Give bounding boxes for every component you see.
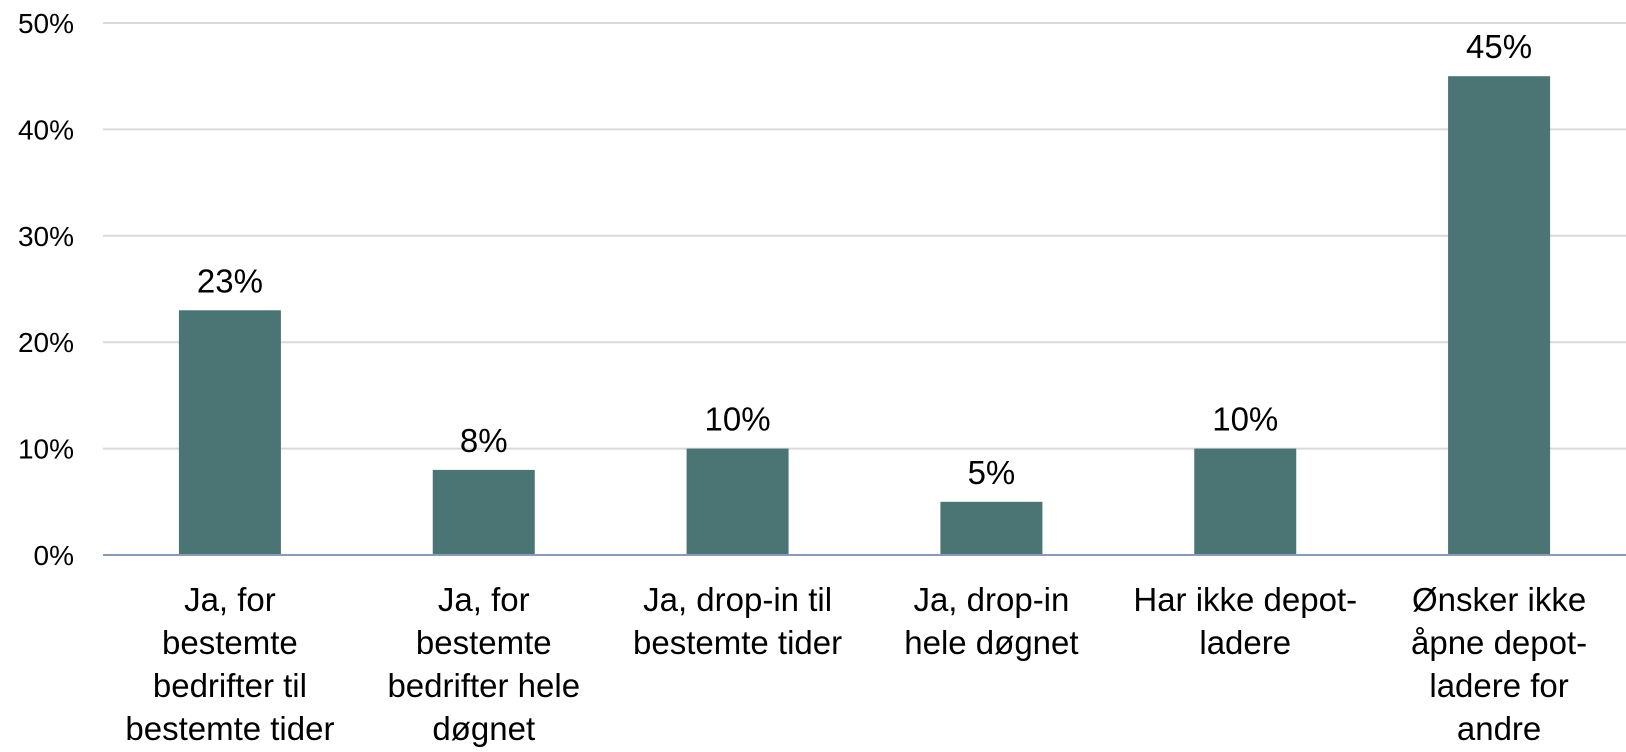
bar — [432, 469, 535, 555]
x-category-label-line: døgnet — [432, 710, 535, 747]
x-category-label: Ja, drop-in hele døgnet — [904, 581, 1078, 661]
x-category-label: Ja, for bestemte bedrifter hele døgnet — [387, 581, 580, 747]
x-category-label-line: andre — [1457, 710, 1541, 747]
x-category-label-line: bestemte tider — [633, 624, 842, 661]
y-tick-label: 50% — [18, 8, 74, 39]
x-category-label-line: Ja, for — [438, 581, 530, 618]
x-category-label-line: hele døgnet — [904, 624, 1078, 661]
x-category-label-line: bestemte — [416, 624, 552, 661]
x-category-label-line: Ja, drop-in — [913, 581, 1069, 618]
y-tick-label: 30% — [18, 221, 74, 252]
y-tick-label: 20% — [18, 327, 74, 358]
y-tick-label: 10% — [18, 434, 74, 465]
bars — [178, 76, 1551, 555]
data-labels: 23% 8% 10% 5% 10% 45% — [197, 28, 1532, 491]
data-label: 5% — [968, 454, 1016, 491]
data-label: 10% — [1212, 401, 1278, 438]
x-category-label-line: ladere for — [1429, 667, 1568, 704]
data-label: 8% — [460, 422, 508, 459]
x-axis-category-labels: Ja, for bestemte bedrifter til bestemte tid… — [125, 581, 1587, 747]
y-tick-label: 40% — [18, 114, 74, 145]
bar — [1194, 448, 1297, 555]
x-category-label-line: bedrifter hele — [387, 667, 580, 704]
x-category-label: Har ikke depot-ladere — [1133, 581, 1357, 661]
y-axis-tick-labels: 0% 10% 20% 30% 40% 50% — [18, 8, 74, 571]
x-category-label-line: bestemte — [162, 624, 298, 661]
x-category-label-line: Har ikke depot- — [1133, 581, 1357, 618]
bar — [1448, 76, 1551, 555]
x-category-label-line: bedrifter til — [153, 667, 307, 704]
data-label: 45% — [1466, 28, 1532, 65]
data-label: 10% — [705, 401, 771, 438]
bar — [940, 501, 1043, 555]
x-category-label: Ja, drop-in til bestemte tider — [633, 581, 842, 661]
x-category-label: Ønsker ikke åpne depot-ladere for andre — [1411, 581, 1587, 747]
gridlines — [103, 22, 1626, 450]
x-category-label: Ja, for bestemte bedrifter til bestemte tid… — [125, 581, 334, 747]
x-category-label-line: Ønsker ikke — [1412, 581, 1586, 618]
bar — [686, 448, 789, 555]
x-category-label-line: bestemte tider — [125, 710, 334, 747]
bar — [178, 310, 281, 555]
y-tick-label: 0% — [34, 540, 74, 571]
x-category-label-line: Ja, for — [184, 581, 276, 618]
x-category-label-line: ladere — [1199, 624, 1291, 661]
data-label: 23% — [197, 262, 263, 299]
x-category-label-line: Ja, drop-in til — [643, 581, 832, 618]
x-category-label-line: åpne depot- — [1411, 624, 1587, 661]
